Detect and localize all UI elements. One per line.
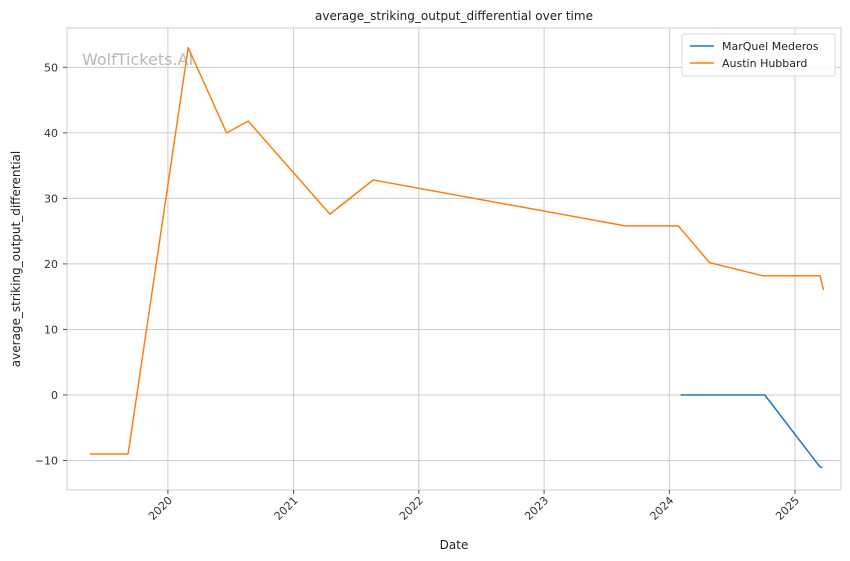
watermark: WolfTickets.AI	[82, 50, 193, 69]
y-tick-label: −10	[35, 455, 58, 468]
legend-entry-label: Austin Hubbard	[722, 57, 807, 70]
series-lines	[89, 46, 825, 468]
legend-box	[681, 33, 836, 77]
series-line-marquel-mederos	[680, 394, 823, 468]
y-axis-label: average_striking_output_differential	[9, 151, 23, 367]
y-tick-label: 20	[44, 258, 58, 271]
legend-entry-label: MarQuel Mederos	[722, 40, 819, 53]
plot-frame	[66, 27, 842, 491]
legend: MarQuel Mederos Austin Hubbard	[681, 33, 836, 77]
x-axis-label: Date	[440, 538, 469, 552]
y-tick-label: 40	[44, 127, 58, 140]
y-tick-label: 10	[44, 323, 58, 336]
y-tick-label: 50	[44, 61, 58, 74]
series-line-austin-hubbard	[89, 46, 825, 455]
y-axis-ticks: −10 0 10 20 30 40 50	[35, 61, 67, 468]
y-tick-label: 0	[51, 389, 58, 402]
y-tick-label: 30	[44, 192, 58, 205]
chart-title: average_striking_output_differential ove…	[315, 9, 593, 23]
